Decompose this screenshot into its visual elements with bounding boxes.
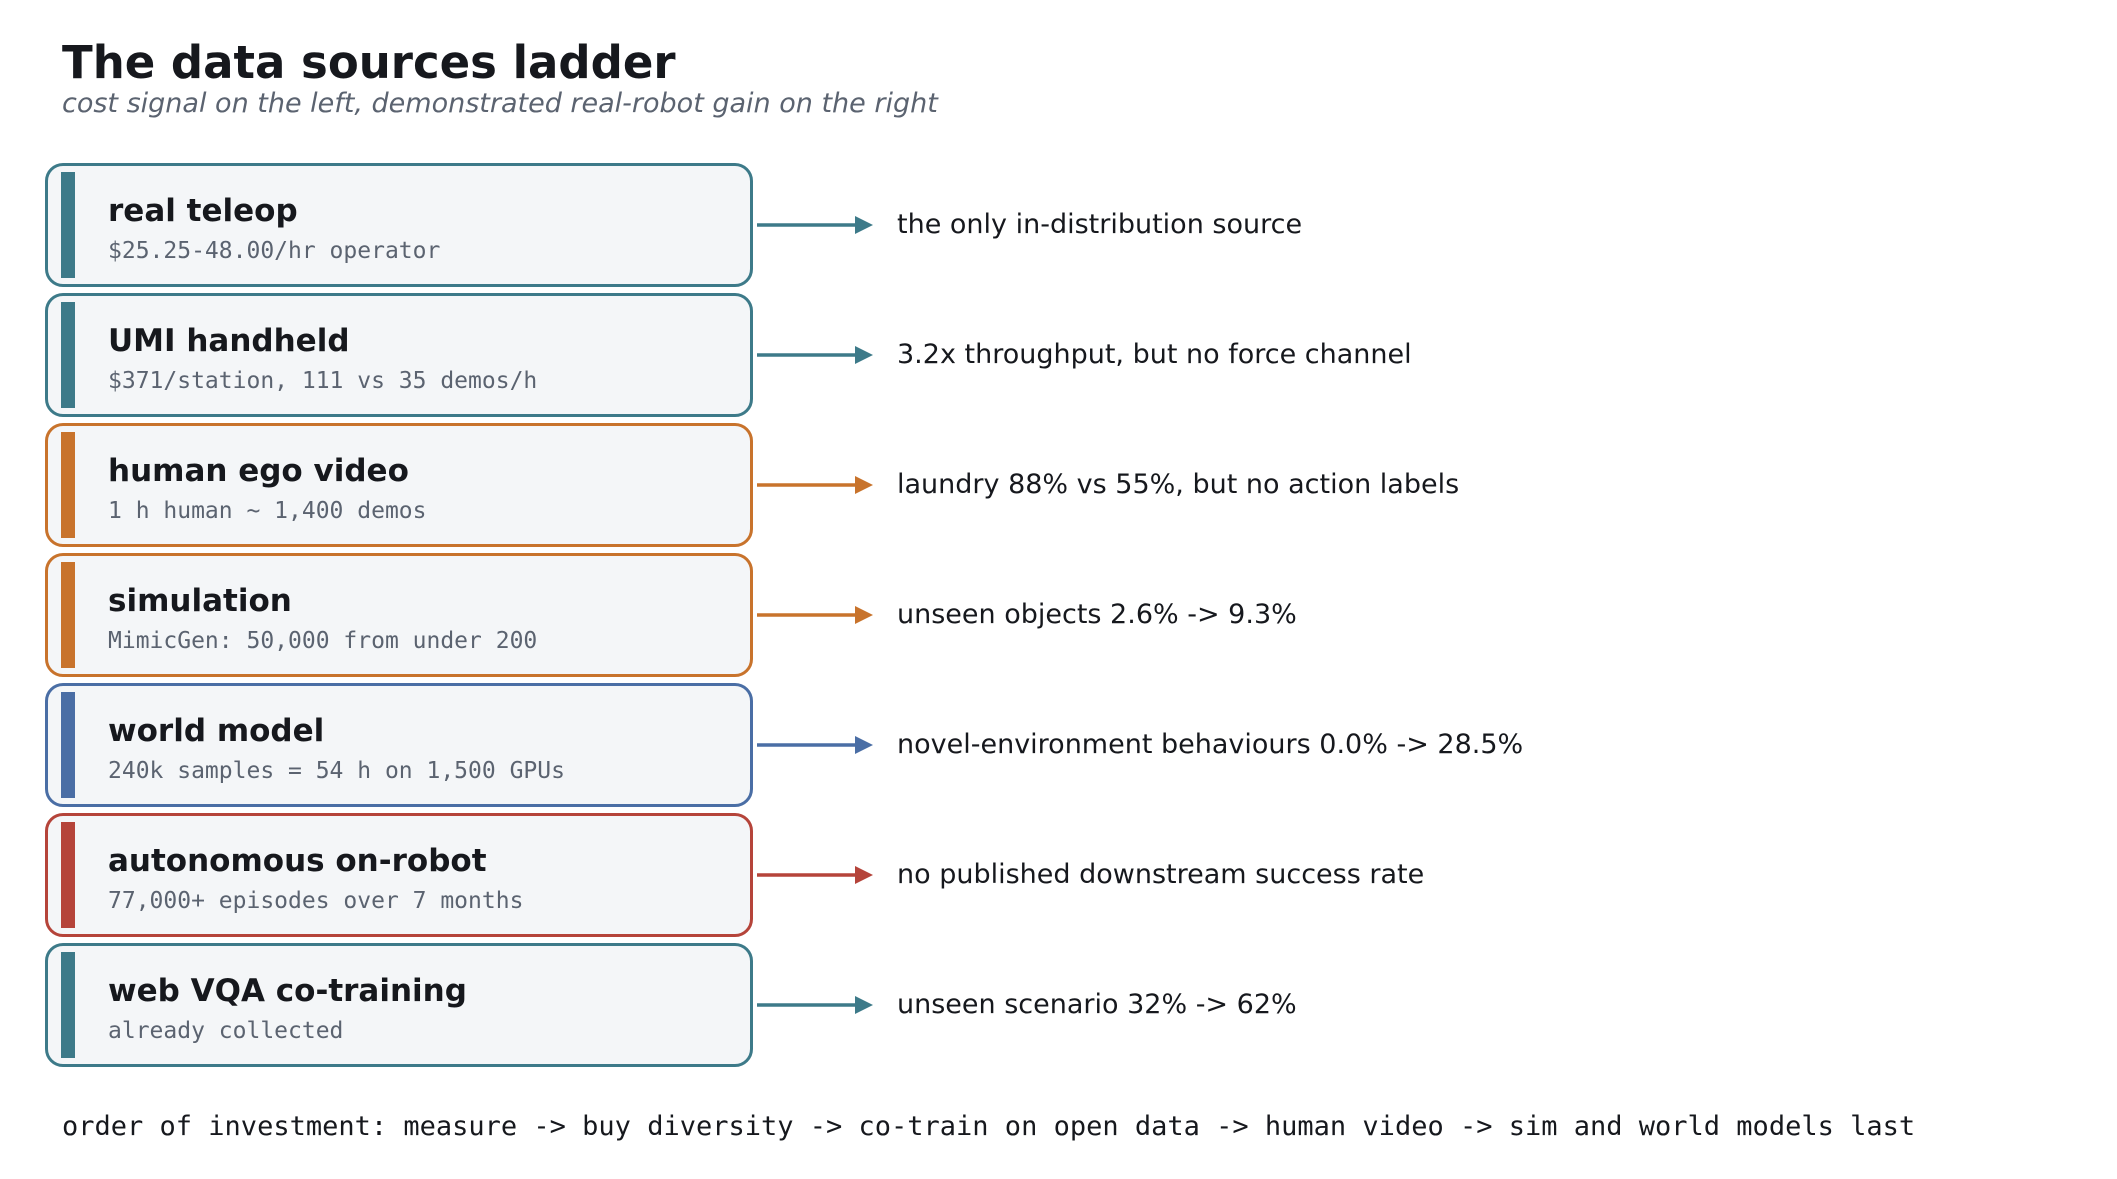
source-cost-detail: 77,000+ episodes over 7 months	[108, 888, 524, 914]
source-color-stripe	[61, 432, 75, 538]
source-name: simulation	[108, 583, 292, 619]
source-card: human ego video 1 h human ~ 1,400 demos	[45, 423, 753, 547]
ladder-rung: UMI handheld $371/station, 111 vs 35 demo…	[0, 293, 2117, 417]
source-outcome: novel-environment behaviours 0.0% -> 28.…	[897, 729, 1524, 760]
ladder-rung: world model 240k samples = 54 h on 1,500 …	[0, 683, 2117, 807]
ladder-rung: autonomous on-robot 77,000+ episodes over…	[0, 813, 2117, 937]
source-outcome: 3.2x throughput, but no force channel	[897, 339, 1412, 370]
ladder-rung: real teleop $25.25-48.00/hr operator the o…	[0, 163, 2117, 287]
arrow-right-icon	[757, 476, 873, 494]
arrow-right-icon	[757, 866, 873, 884]
source-cost-detail: already collected	[108, 1018, 344, 1044]
source-color-stripe	[61, 562, 75, 668]
page-subtitle: cost signal on the left, demonstrated re…	[62, 88, 938, 119]
source-outcome: laundry 88% vs 55%, but no action labels	[897, 469, 1460, 500]
source-color-stripe	[61, 302, 75, 408]
source-card: autonomous on-robot 77,000+ episodes over…	[45, 813, 753, 937]
source-outcome: the only in-distribution source	[897, 209, 1303, 240]
source-color-stripe	[61, 822, 75, 928]
source-card: web VQA co-training already collected	[45, 943, 753, 1067]
arrow-right-icon	[757, 346, 873, 364]
arrow-right-icon	[757, 996, 873, 1014]
arrow-right-icon	[757, 736, 873, 754]
footer-note: order of investment: measure -> buy dive…	[62, 1111, 1916, 1142]
ladder-rung: web VQA co-training already collected unse…	[0, 943, 2117, 1067]
source-name: human ego video	[108, 453, 409, 489]
source-cost-detail: $25.25-48.00/hr operator	[108, 238, 441, 264]
source-name: web VQA co-training	[108, 973, 467, 1009]
ladder-rung: human ego video 1 h human ~ 1,400 demos la…	[0, 423, 2117, 547]
source-card: UMI handheld $371/station, 111 vs 35 demo…	[45, 293, 753, 417]
page-title: The data sources ladder	[62, 36, 676, 89]
source-name: UMI handheld	[108, 323, 350, 359]
source-cost-detail: MimicGen: 50,000 from under 200	[108, 628, 538, 654]
source-name: real teleop	[108, 193, 298, 229]
ladder-rung: simulation MimicGen: 50,000 from under 20…	[0, 553, 2117, 677]
source-color-stripe	[61, 172, 75, 278]
source-outcome: no published downstream success rate	[897, 859, 1425, 890]
source-outcome: unseen scenario 32% -> 62%	[897, 989, 1297, 1020]
source-cost-detail: 1 h human ~ 1,400 demos	[108, 498, 427, 524]
source-color-stripe	[61, 692, 75, 798]
source-card: simulation MimicGen: 50,000 from under 20…	[45, 553, 753, 677]
source-card: world model 240k samples = 54 h on 1,500 …	[45, 683, 753, 807]
source-name: autonomous on-robot	[108, 843, 487, 879]
source-cost-detail: 240k samples = 54 h on 1,500 GPUs	[108, 758, 565, 784]
source-color-stripe	[61, 952, 75, 1058]
source-outcome: unseen objects 2.6% -> 9.3%	[897, 599, 1297, 630]
source-card: real teleop $25.25-48.00/hr operator	[45, 163, 753, 287]
source-cost-detail: $371/station, 111 vs 35 demos/h	[108, 368, 538, 394]
arrow-right-icon	[757, 216, 873, 234]
arrow-right-icon	[757, 606, 873, 624]
source-name: world model	[108, 713, 325, 749]
